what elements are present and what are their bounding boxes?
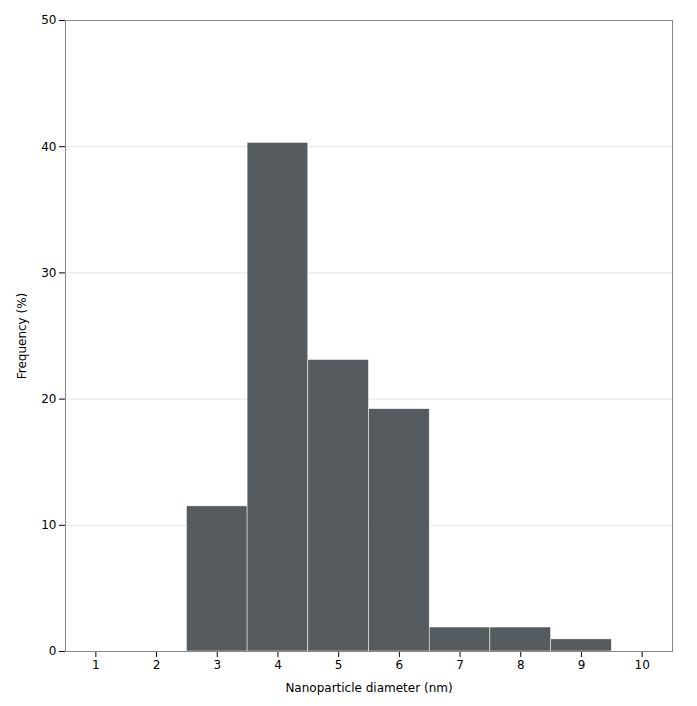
svg-text:30: 30 <box>41 266 56 280</box>
svg-text:4: 4 <box>274 658 282 672</box>
svg-text:0: 0 <box>49 644 57 658</box>
svg-text:10: 10 <box>41 518 56 532</box>
svg-text:6: 6 <box>396 658 404 672</box>
svg-text:9: 9 <box>578 658 586 672</box>
svg-text:Nanoparticle diameter (nm): Nanoparticle diameter (nm) <box>285 681 452 695</box>
svg-text:7: 7 <box>456 658 464 672</box>
svg-text:8: 8 <box>517 658 525 672</box>
svg-text:2: 2 <box>153 658 161 672</box>
svg-text:Frequency (%): Frequency (%) <box>15 293 29 380</box>
svg-text:1: 1 <box>92 658 100 672</box>
svg-text:50: 50 <box>41 13 56 27</box>
svg-text:3: 3 <box>213 658 221 672</box>
svg-text:10: 10 <box>635 658 650 672</box>
svg-text:20: 20 <box>41 392 56 406</box>
svg-text:40: 40 <box>41 140 56 154</box>
svg-text:5: 5 <box>335 658 343 672</box>
